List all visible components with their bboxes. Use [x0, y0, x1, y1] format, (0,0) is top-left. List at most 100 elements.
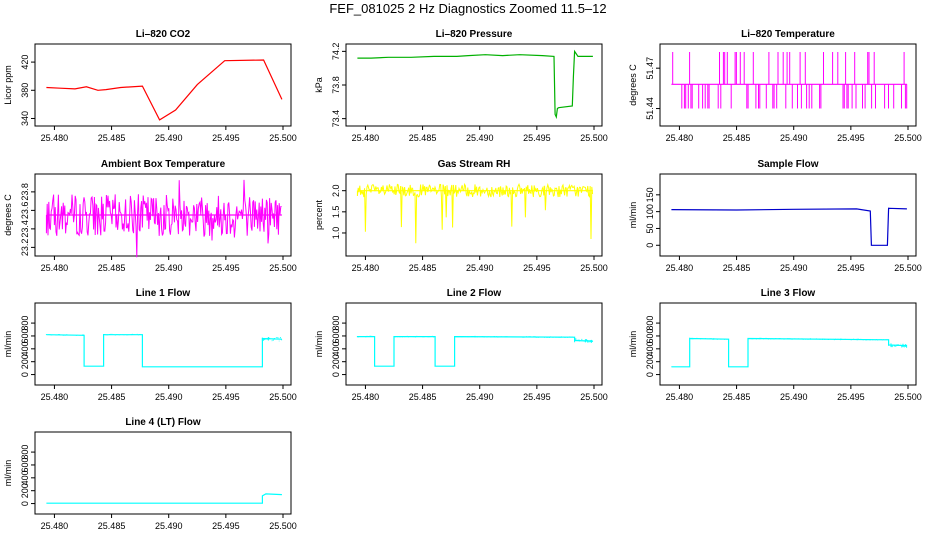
y-tick-label: 0: [331, 372, 341, 377]
x-tick-label: 25.485: [723, 392, 751, 402]
y-tick-label: 200: [331, 354, 341, 369]
x-tick-label: 25.480: [352, 133, 380, 143]
panel-5: Sample Flow 25.480 25.485 25.490 25.495 25.50…: [628, 159, 922, 273]
panel-title: Gas Stream RH: [438, 159, 511, 170]
series-noise: [672, 52, 908, 109]
panel-title: Line 4 (LT) Flow: [125, 417, 201, 428]
x-tick-label: 25.500: [580, 133, 608, 143]
x-tick-label: 25.495: [212, 263, 240, 273]
y-tick-label: 600: [20, 457, 30, 472]
panel-1: Li–820 Pressure 25.480 25.485 25.490 25.495 2…: [314, 29, 608, 143]
x-tick-label: 25.490: [780, 392, 808, 402]
x-tick-label: 25.495: [523, 392, 551, 402]
x-tick-label: 25.490: [466, 133, 494, 143]
y-tick-label: 23.4: [20, 220, 30, 238]
x-tick-label: 25.495: [837, 392, 865, 402]
x-tick-label: 25.490: [155, 392, 183, 402]
x-tick-label: 25.490: [155, 263, 183, 273]
y-tick-label: 2.0: [331, 184, 341, 197]
y-tick-label: 1.5: [331, 206, 341, 219]
x-tick-label: 25.500: [580, 392, 608, 402]
x-tick-label: 25.490: [155, 133, 183, 143]
panel-title: Line 1 Flow: [136, 288, 191, 299]
series-noise: [356, 335, 594, 367]
y-tick-label: 200: [20, 354, 30, 369]
panel-title: Li–820 Pressure: [436, 29, 513, 40]
x-tick-label: 25.495: [212, 392, 240, 402]
plot-frame: [659, 43, 917, 127]
y-tick-label: 23.8: [20, 183, 30, 201]
y-tick-label: 0: [645, 243, 655, 248]
x-tick-label: 25.480: [666, 263, 694, 273]
x-tick-label: 25.495: [837, 263, 865, 273]
y-tick-label: 1.0: [331, 227, 341, 240]
y-tick-label: 0: [20, 372, 30, 377]
x-tick-label: 25.490: [780, 263, 808, 273]
y-tick-label: 800: [331, 316, 341, 331]
x-tick-label: 25.500: [580, 263, 608, 273]
series-line: [46, 59, 283, 121]
panel-title: Li–820 Temperature: [741, 29, 835, 40]
series-noise: [45, 493, 282, 504]
y-axis-label: Licor ppm: [3, 65, 13, 105]
panel-title: Line 3 Flow: [761, 288, 816, 299]
plot-frame: [34, 302, 292, 386]
y-axis-label: ml/min: [3, 331, 13, 358]
series-line: [46, 334, 282, 368]
series-line: [357, 49, 593, 120]
panel-title: Sample Flow: [757, 159, 818, 170]
panel-title: Ambient Box Temperature: [101, 159, 226, 170]
panel-6: Line 1 Flow 25.480 25.485 25.490 25.495 25.50…: [3, 288, 297, 402]
y-tick-label: 23.6: [20, 202, 30, 220]
x-tick-label: 25.490: [466, 263, 494, 273]
y-tick-label: 600: [645, 328, 655, 343]
y-tick-label: 73.8: [331, 76, 341, 94]
panel-0: Li–820 CO2 25.480 25.485 25.490 25.495 25.500…: [3, 29, 297, 143]
plot-frame: [345, 302, 603, 386]
x-tick-label: 25.485: [409, 133, 437, 143]
x-tick-label: 25.495: [212, 133, 240, 143]
y-tick-label: 380: [20, 83, 30, 98]
y-tick-label: 74.2: [331, 43, 341, 61]
panel-2: Li–820 Temperature 25.480 25.485 25.490 25.4…: [628, 29, 922, 143]
y-tick-label: 0: [20, 501, 30, 506]
y-axis-label: ml/min: [628, 331, 638, 358]
y-tick-label: 800: [20, 316, 30, 331]
y-axis-label: percent: [314, 199, 324, 230]
x-tick-label: 25.495: [523, 263, 551, 273]
y-tick-label: 400: [20, 470, 30, 485]
panel-9: Line 4 (LT) Flow 25.480 25.485 25.490 25.495…: [3, 417, 297, 531]
y-tick-label: 400: [20, 341, 30, 356]
series-line: [671, 207, 907, 246]
plot-frame: [34, 431, 292, 515]
x-tick-label: 25.480: [352, 392, 380, 402]
plot-frame: [345, 43, 603, 127]
x-tick-label: 25.485: [98, 263, 126, 273]
x-tick-label: 25.500: [894, 392, 922, 402]
x-tick-label: 25.500: [269, 263, 297, 273]
x-tick-label: 25.495: [212, 521, 240, 531]
x-tick-label: 25.485: [723, 263, 751, 273]
y-axis-label: ml/min: [3, 460, 13, 487]
y-tick-label: 420: [20, 55, 30, 70]
x-tick-label: 25.485: [409, 263, 437, 273]
x-tick-label: 25.480: [41, 521, 69, 531]
y-axis-label: ml/min: [314, 331, 324, 358]
x-tick-label: 25.495: [837, 133, 865, 143]
y-tick-label: 200: [645, 354, 655, 369]
x-tick-label: 25.500: [894, 133, 922, 143]
x-tick-label: 25.480: [666, 133, 694, 143]
x-tick-label: 25.480: [41, 392, 69, 402]
y-tick-label: 200: [20, 483, 30, 498]
plot-frame: [34, 173, 292, 257]
series-line: [46, 493, 282, 504]
x-tick-label: 25.485: [98, 521, 126, 531]
y-tick-label: 600: [331, 328, 341, 343]
panel-3: Ambient Box Temperature 25.480 25.485 25.49…: [3, 159, 297, 273]
x-tick-label: 25.500: [269, 133, 297, 143]
panel-title: Li–820 CO2: [136, 29, 191, 40]
x-tick-label: 25.480: [41, 263, 69, 273]
series-line: [671, 337, 907, 368]
x-tick-label: 25.490: [466, 392, 494, 402]
panel-4: Gas Stream RH 25.480 25.485 25.490 25.495 25.…: [314, 159, 608, 273]
